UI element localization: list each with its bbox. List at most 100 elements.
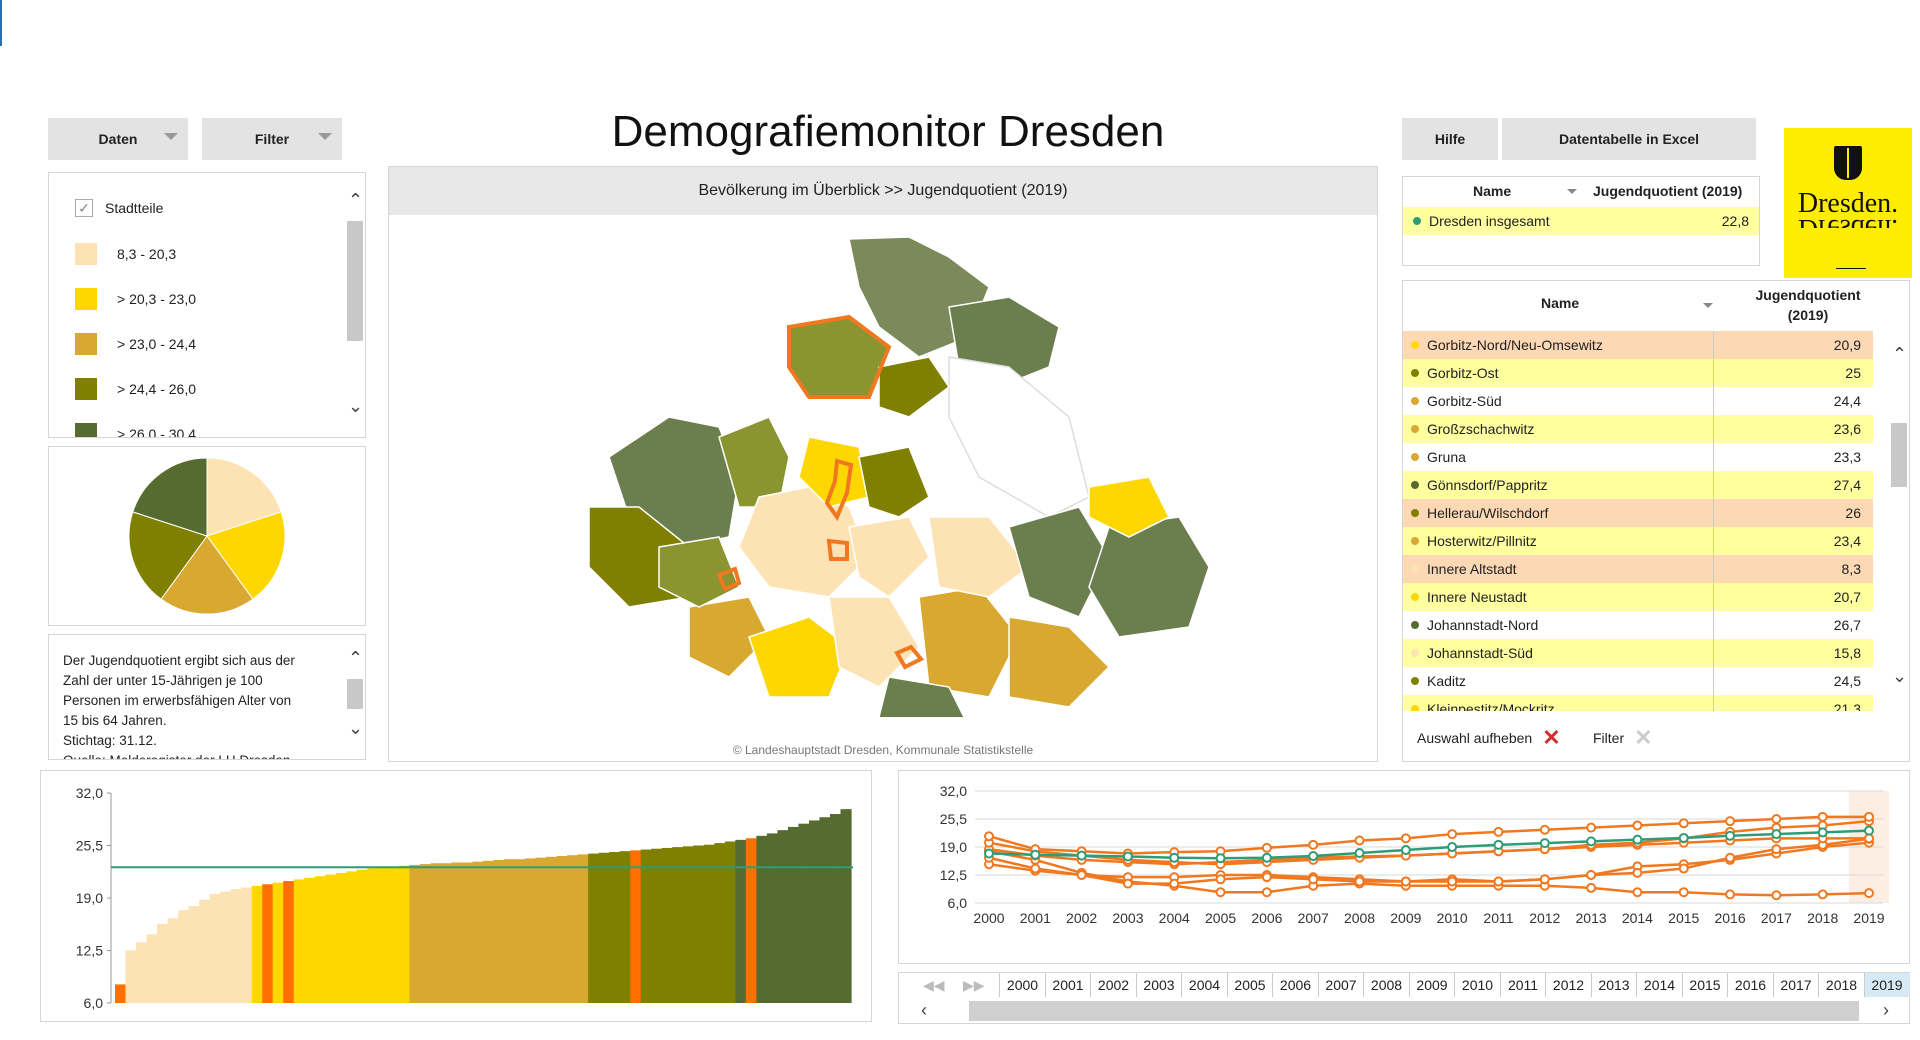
bar[interactable] bbox=[504, 859, 516, 1003]
table-row[interactable]: Johannstadt-Süd 15,8 bbox=[1403, 639, 1873, 667]
bar[interactable] bbox=[693, 845, 705, 1004]
bar[interactable] bbox=[829, 814, 842, 1003]
series-line[interactable] bbox=[988, 819, 1870, 866]
bar[interactable] bbox=[588, 853, 600, 1003]
series-point[interactable] bbox=[1539, 824, 1550, 835]
series-point[interactable] bbox=[1354, 835, 1365, 846]
year-cell[interactable]: 2000 bbox=[999, 973, 1045, 997]
year-cell[interactable]: 2011 bbox=[1499, 973, 1546, 997]
bar[interactable] bbox=[745, 838, 757, 1003]
bar[interactable] bbox=[251, 885, 263, 1003]
chevron-down-icon[interactable]: ⌄ bbox=[348, 718, 364, 738]
bar[interactable] bbox=[125, 950, 137, 1004]
series-line[interactable] bbox=[988, 815, 1869, 855]
table-row[interactable]: Kaditz 24,5 bbox=[1403, 667, 1873, 695]
bar[interactable] bbox=[178, 910, 190, 1003]
bar[interactable] bbox=[766, 833, 778, 1003]
series-point[interactable] bbox=[1678, 863, 1689, 874]
year-cell[interactable]: 2002 bbox=[1090, 973, 1136, 997]
series-point[interactable] bbox=[1771, 814, 1782, 824]
series-point[interactable] bbox=[1169, 852, 1180, 863]
stadtteile-checkbox[interactable]: ✓ bbox=[75, 199, 93, 217]
bar[interactable] bbox=[787, 826, 800, 1003]
summary-col-value[interactable]: Jugendquotient (2019) bbox=[1593, 183, 1743, 199]
clear-selection-button[interactable]: Auswahl aufheben ✕ bbox=[1417, 725, 1561, 750]
series-point[interactable] bbox=[1586, 870, 1597, 880]
map-district-west-4[interactable] bbox=[658, 536, 740, 608]
series-point[interactable] bbox=[1539, 874, 1550, 885]
bar[interactable] bbox=[430, 863, 442, 1003]
year-cell[interactable]: 2003 bbox=[1135, 973, 1182, 997]
bar[interactable] bbox=[419, 864, 432, 1003]
year-cell[interactable]: 2008 bbox=[1363, 973, 1409, 997]
series-point[interactable] bbox=[1725, 816, 1736, 827]
bar[interactable] bbox=[514, 859, 526, 1003]
year-cell[interactable]: 2018 bbox=[1818, 973, 1864, 997]
series-point[interactable] bbox=[1586, 882, 1597, 893]
bar[interactable] bbox=[440, 863, 453, 1003]
series-point[interactable] bbox=[1493, 876, 1504, 887]
district-col-value[interactable]: Jugendquotient (2019) bbox=[1755, 287, 1861, 323]
map-selection-outline[interactable] bbox=[716, 566, 742, 592]
sort-icon[interactable] bbox=[1703, 303, 1713, 308]
summary-col-name[interactable]: Name bbox=[1473, 183, 1512, 199]
bar[interactable] bbox=[724, 841, 736, 1003]
bar[interactable] bbox=[314, 876, 326, 1003]
year-cell[interactable]: 2006 bbox=[1272, 973, 1318, 997]
year-cell[interactable]: 2014 bbox=[1636, 973, 1682, 997]
bar[interactable] bbox=[388, 866, 400, 1004]
map-district-southwest[interactable] bbox=[688, 596, 770, 678]
series-point[interactable] bbox=[1493, 826, 1504, 837]
year-cell[interactable]: 2017 bbox=[1772, 973, 1819, 997]
description-scrollbar[interactable]: ⌃ ⌄ bbox=[345, 635, 365, 759]
table-row[interactable]: Dresden insgesamt 22,8 bbox=[1403, 207, 1759, 235]
bar[interactable] bbox=[798, 823, 810, 1003]
bar[interactable] bbox=[356, 869, 368, 1003]
bar[interactable] bbox=[619, 851, 631, 1003]
bar[interactable] bbox=[535, 857, 547, 1003]
year-cell[interactable]: 2015 bbox=[1681, 973, 1728, 997]
series-point[interactable] bbox=[1539, 838, 1550, 849]
bar[interactable] bbox=[188, 906, 200, 1003]
scrollbar-thumb[interactable] bbox=[347, 221, 363, 341]
district-col-name[interactable]: Name bbox=[1541, 295, 1580, 311]
series-point[interactable] bbox=[1632, 834, 1643, 845]
year-cell[interactable]: 2012 bbox=[1545, 973, 1591, 997]
map-district-far-east[interactable] bbox=[1088, 516, 1210, 638]
table-row[interactable]: Hellerau/Wilschdorf 26 bbox=[1403, 499, 1873, 527]
hilfe-button[interactable]: Hilfe bbox=[1402, 118, 1498, 160]
map-selection-outline[interactable] bbox=[787, 314, 892, 399]
excel-table-button[interactable]: Datentabelle in Excel bbox=[1502, 118, 1756, 160]
map-district-south-2[interactable] bbox=[828, 596, 920, 688]
pie-slice[interactable] bbox=[206, 457, 282, 537]
table-row[interactable]: Kleinpestitz/Mockritz 21,3 bbox=[1403, 695, 1873, 711]
chevron-up-icon[interactable]: ⌃ bbox=[348, 190, 364, 210]
legend-scrollbar[interactable]: ⌃ ⌄ bbox=[345, 173, 365, 437]
scrollbar-thumb[interactable] bbox=[1891, 423, 1907, 487]
bar[interactable] bbox=[283, 881, 295, 1003]
year-cell[interactable]: 2005 bbox=[1226, 973, 1273, 997]
forward-icon[interactable]: ▶▶ bbox=[963, 977, 985, 993]
series-point[interactable] bbox=[1447, 842, 1458, 852]
bar[interactable] bbox=[136, 942, 148, 1003]
series-point[interactable] bbox=[1076, 850, 1087, 861]
map-district-center-4[interactable] bbox=[858, 446, 930, 518]
series-point[interactable] bbox=[1447, 829, 1458, 840]
bar[interactable] bbox=[640, 849, 652, 1003]
bar[interactable] bbox=[409, 864, 421, 1003]
map-district-north-small[interactable] bbox=[878, 356, 951, 418]
year-cell[interactable]: 2013 bbox=[1590, 973, 1637, 997]
rewind-icon[interactable]: ◀◀ bbox=[923, 977, 945, 993]
series-point[interactable] bbox=[1493, 839, 1504, 850]
map-district-east-white[interactable] bbox=[948, 356, 1090, 518]
series-point[interactable] bbox=[1308, 874, 1319, 885]
series-line[interactable] bbox=[988, 829, 1870, 860]
bar[interactable] bbox=[335, 872, 347, 1003]
series-point[interactable] bbox=[1400, 876, 1411, 887]
bar[interactable] bbox=[346, 871, 358, 1003]
series-point[interactable] bbox=[1817, 827, 1828, 838]
map-district-center-3[interactable] bbox=[848, 516, 930, 598]
pie-slice[interactable] bbox=[160, 535, 254, 615]
bar[interactable] bbox=[840, 809, 852, 1003]
series-point[interactable] bbox=[1169, 878, 1180, 889]
